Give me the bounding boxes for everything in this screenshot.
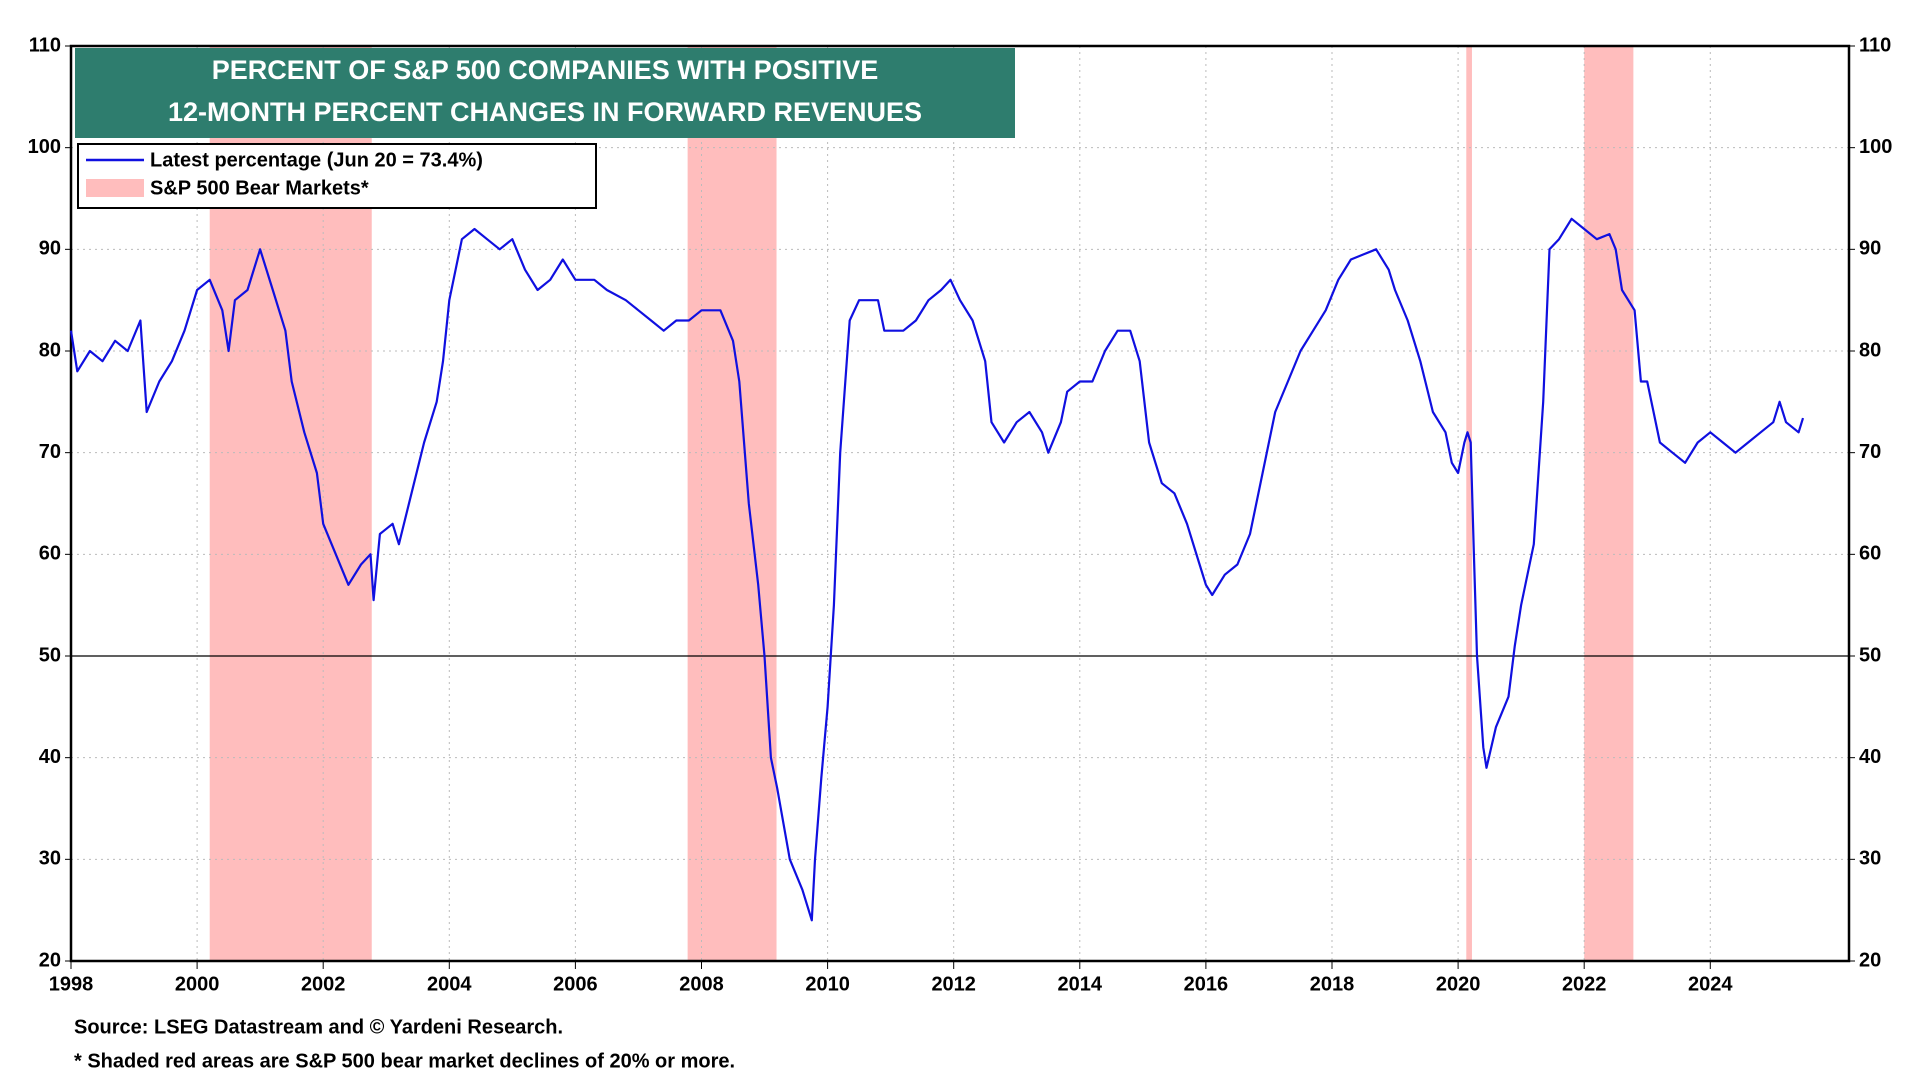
y-tick-label: 100 xyxy=(28,136,61,158)
plot-frame xyxy=(69,44,1851,963)
x-tick-label: 2010 xyxy=(805,973,850,995)
x-tick-label: 2000 xyxy=(175,973,220,995)
y-tick-label: 30 xyxy=(39,848,61,870)
data-line xyxy=(69,217,1805,922)
legend-swatch xyxy=(86,179,144,197)
y2-tick-label: 70 xyxy=(1859,441,1881,463)
x-tick-label: 2022 xyxy=(1562,973,1607,995)
title-box xyxy=(75,48,1015,138)
x-tick-label: 1998 xyxy=(49,973,94,995)
y-tick-label: 60 xyxy=(39,543,61,565)
y2-tick-label: 90 xyxy=(1859,238,1881,260)
bear-market-band xyxy=(687,46,777,961)
chart-title: PERCENT OF S&P 500 COMPANIES WITH POSITI… xyxy=(212,55,879,85)
x-tick-label: 2024 xyxy=(1688,973,1733,995)
y2-tick-label: 60 xyxy=(1859,543,1881,565)
x-tick-label: 2004 xyxy=(427,973,472,995)
y2-tick-label: 20 xyxy=(1859,949,1881,971)
y-tick-label: 20 xyxy=(39,949,61,971)
legend-label: S&P 500 Bear Markets* xyxy=(150,177,369,199)
legend-label: Latest percentage (Jun 20 = 73.4%) xyxy=(150,149,483,171)
x-tick-label: 2006 xyxy=(553,973,598,995)
x-tick-label: 2014 xyxy=(1058,973,1103,995)
y-tick-label: 40 xyxy=(39,746,61,768)
legend-box xyxy=(77,143,597,209)
y-tick-label: 50 xyxy=(39,644,61,666)
bear-market-band xyxy=(1584,46,1634,961)
bear-market-band xyxy=(1466,46,1472,961)
x-tick-label: 2002 xyxy=(301,973,346,995)
y2-tick-label: 100 xyxy=(1859,136,1892,158)
x-tick-label: 2016 xyxy=(1184,973,1229,995)
y2-tick-label: 50 xyxy=(1859,644,1881,666)
y2-tick-label: 110 xyxy=(1859,34,1891,56)
y-tick-label: 70 xyxy=(39,441,61,463)
y-tick-label: 90 xyxy=(39,238,61,260)
y2-tick-label: 40 xyxy=(1859,746,1881,768)
x-tick-label: 2008 xyxy=(679,973,724,995)
x-tick-label: 2018 xyxy=(1310,973,1355,995)
x-tick-label: 2012 xyxy=(931,973,976,995)
footnote: Source: LSEG Datastream and © Yardeni Re… xyxy=(74,1016,563,1038)
y-tick-label: 80 xyxy=(39,339,61,361)
y2-tick-label: 30 xyxy=(1859,848,1881,870)
y-tick-label: 110 xyxy=(29,34,61,56)
x-tick-label: 2020 xyxy=(1436,973,1481,995)
footnote: * Shaded red areas are S&P 500 bear mark… xyxy=(74,1050,735,1072)
y2-tick-label: 80 xyxy=(1859,339,1881,361)
chart-subtitle: 12-MONTH PERCENT CHANGES IN FORWARD REVE… xyxy=(168,97,922,127)
